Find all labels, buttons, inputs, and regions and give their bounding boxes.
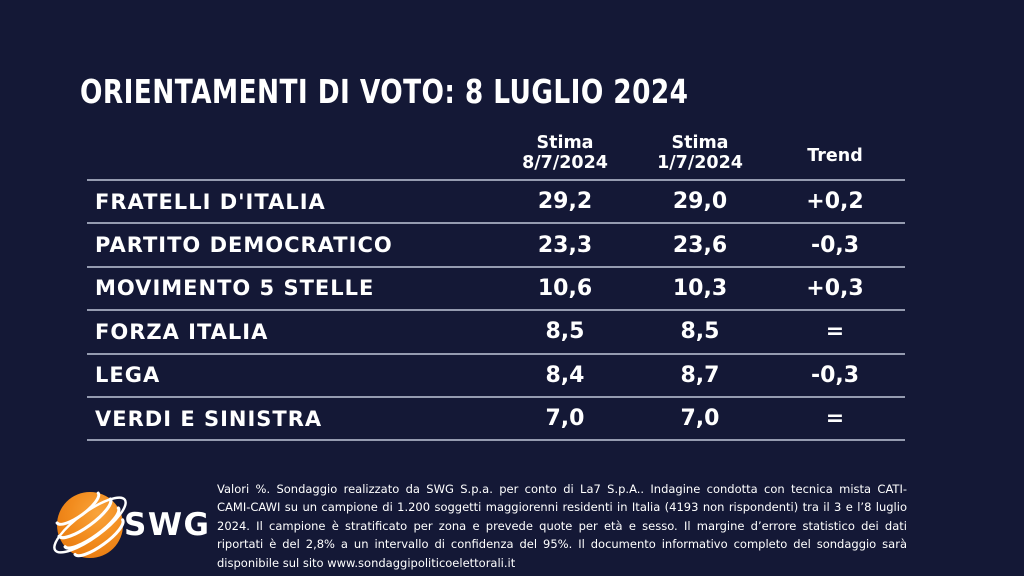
stima-current-value: 7,0 [545,406,585,432]
page-title: ORIENTAMENTI DI VOTO: 8 LUGLIO 2024 [80,72,689,111]
party-name: FRATELLI D'ITALIA [95,189,326,214]
header-stima-current: Stima 8/7/2024 [495,124,635,179]
trend-value: +0,3 [806,275,864,301]
table-row: PARTITO DEMOCRATICO 23,3 23,6 -0,3 [87,224,905,268]
stima-previous-value: 29,0 [672,189,728,215]
header-trend: Trend [765,124,905,179]
stima-current-value: 8,5 [545,319,585,345]
header-party-empty [87,124,495,179]
swg-logo-text: SWG [124,507,211,543]
stima-current-value: 29,2 [537,189,593,215]
trend-value: -0,3 [810,362,860,388]
header-trend-label: Trend [807,146,863,167]
fineprint: Valori %. Sondaggio realizzato da SWG S.… [217,480,907,572]
trend-value: -0,3 [810,232,860,258]
stima-current-value: 8,4 [545,362,585,388]
swg-logo: SWG [48,485,210,565]
table-body: FRATELLI D'ITALIA 29,2 29,0 +0,2 PARTITO DEM… [87,181,905,442]
fineprint-line: disponibile sul sito www.sondaggipolitic… [217,555,516,570]
swg-globe-icon [53,491,127,558]
party-name: LEGA [95,363,161,388]
stima-current-value: 23,3 [537,232,593,258]
header-stima-previous-date: 1/7/2024 [657,153,743,174]
trend-value: +0,2 [806,189,864,215]
party-name: FORZA ITALIA [95,319,269,344]
header-stima-previous: Stima 1/7/2024 [635,124,765,179]
table-header-row: Stima 8/7/2024 Stima 1/7/2024 Trend [87,124,905,181]
trend-value: = [825,406,845,432]
stima-previous-value: 8,5 [680,319,720,345]
table-row: FORZA ITALIA 8,5 8,5 = [87,311,905,355]
header-stima-previous-label: Stima [671,132,729,153]
header-stima-current-date: 8/7/2024 [522,153,608,174]
stima-current-value: 10,6 [537,275,593,301]
table-row: LEGA 8,4 8,7 -0,3 [87,355,905,398]
fineprint-line: Valori %. Sondaggio realizzato da SWG S.… [217,482,907,496]
header-stima-current-label: Stima [536,132,594,153]
trend-value: = [825,319,845,345]
stima-previous-value: 7,0 [680,406,720,432]
fineprint-line: riportati è del 2,8% a un intervallo di … [217,537,907,552]
stima-previous-value: 23,6 [672,232,728,258]
table-row: FRATELLI D'ITALIA 29,2 29,0 +0,2 [87,181,905,225]
stima-previous-value: 10,3 [672,275,728,301]
stima-previous-value: 8,7 [680,362,720,388]
fineprint-line: CAMI-CAWI su un campione di 1.200 sogget… [217,500,907,515]
table-row: MOVIMENTO 5 STELLE 10,6 10,3 +0,3 [87,268,905,312]
party-name: MOVIMENTO 5 STELLE [95,276,375,301]
fineprint-line: 2024. Il campione è stratificato per zon… [217,518,907,533]
table-row: VERDI E SINISTRA 7,0 7,0 = [87,398,905,442]
party-name: VERDI E SINISTRA [95,406,323,431]
poll-table: Stima 8/7/2024 Stima 1/7/2024 Trend FRAT… [87,124,905,442]
party-name: PARTITO DEMOCRATICO [95,233,393,258]
